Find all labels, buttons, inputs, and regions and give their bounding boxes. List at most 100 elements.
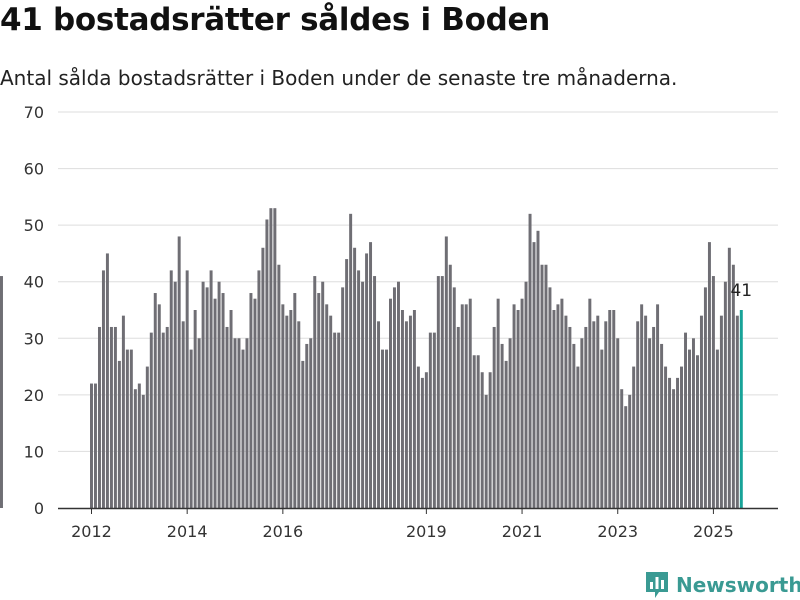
bar (440, 276, 444, 508)
bar (285, 315, 289, 508)
y-tick-label: 50 (24, 216, 44, 235)
bar (257, 270, 261, 508)
bar (620, 389, 624, 508)
bar (608, 310, 612, 508)
bar (277, 264, 281, 508)
bar (241, 349, 245, 508)
bar (400, 310, 404, 508)
bar (321, 281, 325, 508)
bar (452, 287, 456, 508)
bar (572, 343, 576, 508)
bar (496, 298, 500, 508)
bar (261, 247, 265, 508)
y-axis-ticks: 0 10 20 30 40 50 60 70 (24, 103, 44, 518)
bar (548, 287, 552, 508)
bar (444, 236, 448, 508)
newsworthy-logo-icon (646, 572, 668, 598)
bar (715, 349, 719, 508)
bar (408, 315, 412, 508)
bar (325, 304, 329, 508)
bar (564, 315, 568, 508)
bar (349, 213, 353, 509)
bar (181, 321, 185, 508)
bar (448, 264, 452, 508)
bar (628, 394, 632, 508)
bar (373, 276, 377, 508)
bar (512, 304, 516, 508)
bar (361, 281, 365, 508)
bar (297, 321, 301, 508)
bar (604, 321, 608, 508)
bar (711, 276, 715, 508)
bar (301, 360, 305, 508)
bar (656, 304, 660, 508)
bar (201, 281, 205, 508)
bar (524, 281, 528, 508)
bar (428, 332, 432, 508)
bar (197, 338, 201, 508)
bar (209, 270, 213, 508)
bar (468, 298, 472, 508)
x-axis-ticks: 2012 2014 2016 2019 2021 2023 2025 (71, 508, 734, 541)
bar (707, 242, 711, 508)
bar (121, 315, 125, 508)
bar (416, 366, 420, 508)
bar (464, 304, 468, 508)
bar (233, 338, 237, 508)
y-tick-label: 0 (34, 499, 44, 518)
bar (727, 247, 731, 508)
bar (289, 310, 293, 508)
bar (436, 276, 440, 508)
bar (556, 304, 560, 508)
bar (420, 377, 424, 508)
bar (432, 332, 436, 508)
bar (616, 338, 620, 508)
bar (317, 293, 321, 508)
bar (600, 349, 604, 508)
x-tick-label: 2023 (597, 522, 638, 541)
bar (695, 355, 699, 508)
bar (588, 298, 592, 508)
bar (385, 349, 389, 508)
bar (345, 259, 349, 508)
bar (648, 338, 652, 508)
x-tick-label: 2025 (693, 522, 734, 541)
bar (125, 349, 129, 508)
bar (540, 264, 544, 508)
bar (412, 310, 416, 508)
bar (329, 315, 333, 508)
bar (544, 264, 548, 508)
bar (145, 366, 149, 508)
bar (488, 372, 492, 508)
bar (528, 213, 532, 509)
bar (169, 270, 173, 508)
bar (476, 355, 480, 508)
bar (293, 293, 297, 508)
bar (396, 281, 400, 508)
bar (504, 360, 508, 508)
bar (723, 281, 727, 508)
bar (161, 332, 165, 508)
bar (141, 394, 145, 508)
bar (508, 338, 512, 508)
bar (660, 343, 664, 508)
bar (596, 315, 600, 508)
bar (153, 293, 157, 508)
bar (265, 219, 269, 508)
bar (177, 236, 181, 508)
bar (353, 247, 357, 508)
bar (193, 310, 197, 508)
bar (731, 264, 735, 508)
bar (644, 315, 648, 508)
bar (333, 332, 337, 508)
chart-subtitle: Antal sålda bostadsrätter i Boden under … (0, 66, 678, 90)
brand-logo: Newsworthy (644, 570, 800, 600)
bar (389, 298, 392, 508)
x-tick-label: 2019 (406, 522, 447, 541)
bar (472, 355, 476, 508)
bar (576, 366, 580, 508)
bar (313, 276, 317, 508)
bar (568, 326, 572, 508)
bar (93, 383, 97, 508)
y-tick-label: 10 (24, 442, 44, 461)
